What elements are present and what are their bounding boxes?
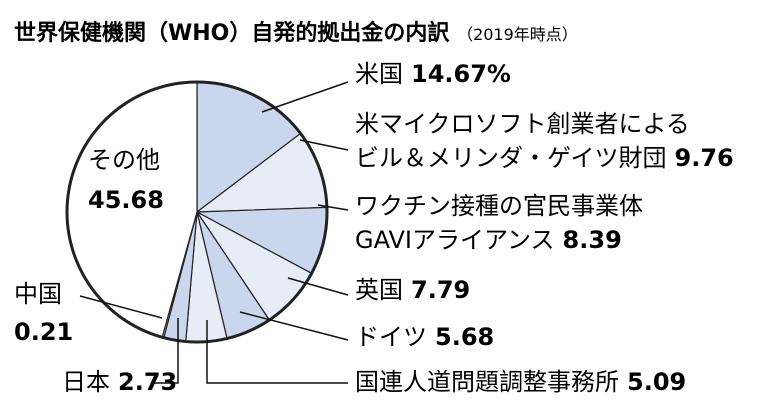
slice-value-1: 9.76 xyxy=(675,144,734,172)
pie-slices xyxy=(65,80,329,344)
slice-value-0: 14.67% xyxy=(411,60,511,88)
slice-value-2: 8.39 xyxy=(563,226,622,254)
slice-value-5: 5.09 xyxy=(627,368,686,396)
slice-value-6: 2.73 xyxy=(118,368,177,396)
leader-line-2 xyxy=(317,204,349,211)
slice-label-2-line-0: ワクチン接種の官民事業体 xyxy=(355,192,643,220)
slice-label-4: ドイツ 5.68 xyxy=(355,323,494,351)
slice-label-7: 中国 xyxy=(14,280,62,308)
slice-label-6: 日本 2.73 xyxy=(62,368,177,396)
leader-line-3 xyxy=(287,277,349,296)
chart-title: 世界保健機関（WHO）自発的拠出金の内訳 （2019年時点） xyxy=(14,20,578,46)
slice-label-3: 英国 7.79 xyxy=(355,276,470,304)
leader-line-5 xyxy=(206,320,348,384)
slice-label-1-line-0: 米マイクロソフト創業者による xyxy=(355,110,690,138)
leader-line-0 xyxy=(261,81,349,113)
slice-label-8: その他 xyxy=(88,146,160,174)
leader-line-7 xyxy=(79,295,163,319)
leader-line-4 xyxy=(239,311,349,341)
slice-value-3: 7.79 xyxy=(411,276,470,304)
slice-label-1-line-1: ビル＆メリンダ・ゲイツ財団 9.76 xyxy=(355,144,734,172)
slice-label-5: 国連人道問題調整事務所 5.09 xyxy=(355,368,686,396)
chart-title-date: （2019年時点） xyxy=(457,25,578,44)
slice-value-8: 45.68 xyxy=(88,186,164,214)
leader-line-6 xyxy=(152,318,179,384)
slice-label-0: 米国 14.67% xyxy=(355,60,511,88)
leader-lines xyxy=(79,81,349,384)
pie-outline xyxy=(65,80,329,344)
slice-value-7: 0.21 xyxy=(14,318,73,346)
leader-line-1 xyxy=(299,139,349,151)
slice-value-4: 5.68 xyxy=(435,323,494,351)
chart-title-main: 世界保健機関（WHO）自発的拠出金の内訳 xyxy=(14,20,450,46)
slice-label-2-line-1: GAVIアライアンス 8.39 xyxy=(355,226,622,254)
